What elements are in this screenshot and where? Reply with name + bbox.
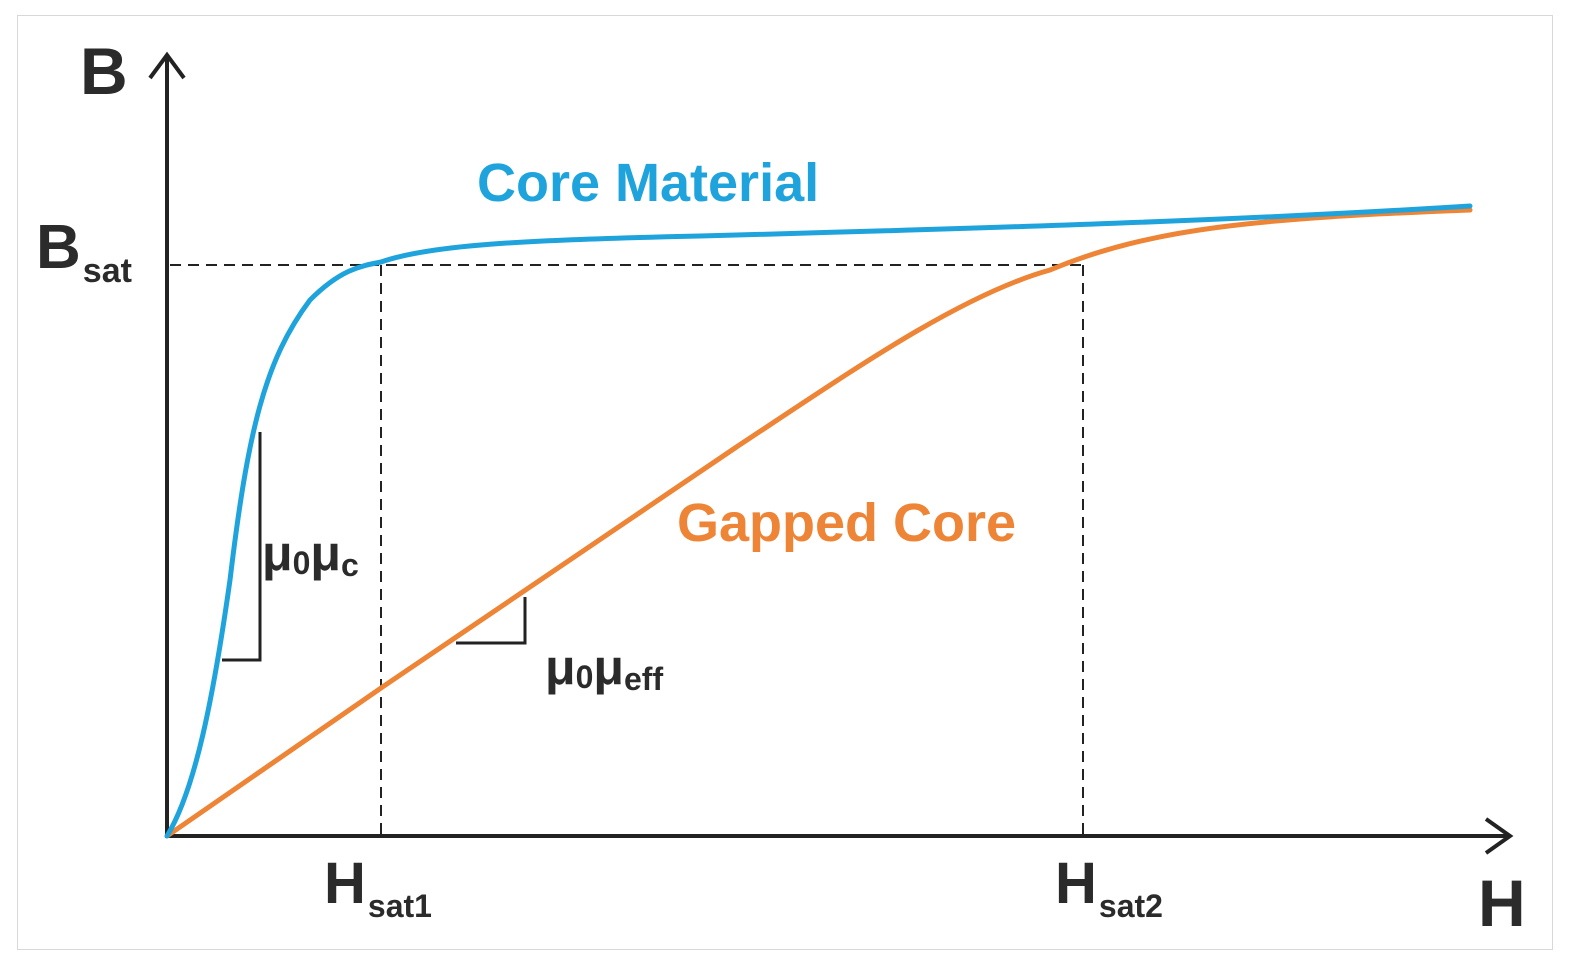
figure-frame [17,15,1553,950]
core-material-curve [164,203,1473,839]
bsat-label-main: B [36,213,81,282]
mu-eff-main2: μ [593,639,624,695]
hsat2-label-main: H [1055,851,1097,916]
x-axis-label: H [1478,866,1526,940]
hsat1-label: Hsat1 [324,851,432,924]
mu-eff-sub: eff [624,661,663,697]
hsat2-label-sub: sat2 [1099,888,1163,924]
x-axis-arrowhead [1484,817,1514,855]
hsat1-label-sub: sat1 [368,888,432,924]
y-axis-label: B [80,34,128,108]
mu-c-main: μ [262,525,293,581]
mu-eff-main: μ [545,639,576,695]
hsat2-label: Hsat2 [1055,851,1163,924]
mu-eff-sub0: 0 [576,659,594,695]
core-slope-triangle [222,432,262,662]
mu-c-main2: μ [310,525,341,581]
core-material-label: Core Material [477,153,819,213]
hsat1-label-main: H [324,851,366,916]
y-axis-arrowhead [148,51,186,80]
mu-c-sub: c [341,547,359,583]
gapped-core-curve [164,207,1473,839]
mu-c-sub0: 0 [293,545,311,581]
gapped-core-label: Gapped Core [677,493,1016,553]
mu-eff-label: μ0μeff [545,639,663,697]
bsat-label: Bsat [36,213,132,290]
gapped-slope-triangle [456,597,527,645]
mu-c-label: μ0μc [262,525,359,583]
bsat-label-sub: sat [83,252,132,290]
